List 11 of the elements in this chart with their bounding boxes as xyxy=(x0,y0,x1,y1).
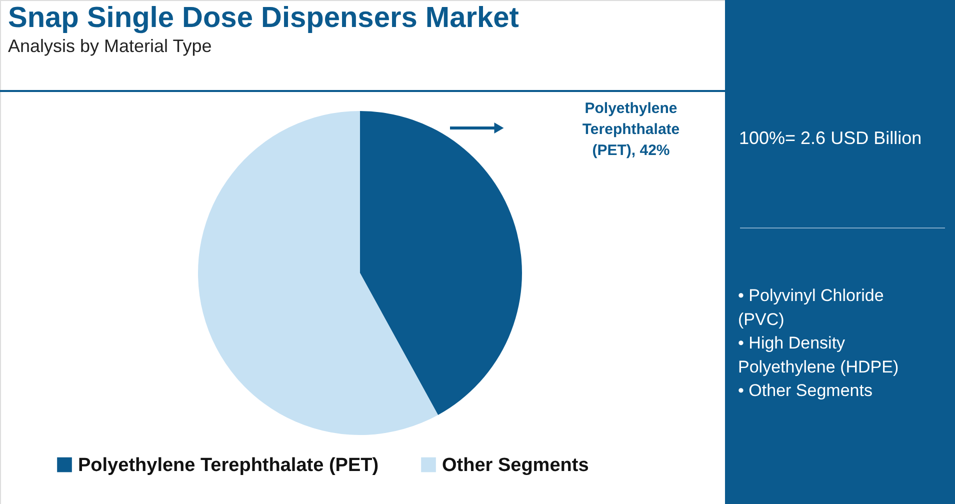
text: Polyethylene Terephthalate (PET), 42% xyxy=(582,100,680,159)
legend-label: Other Segments xyxy=(442,454,589,476)
chart-title: Snap Single Dose Dispensers Market xyxy=(8,2,520,34)
pie-slice xyxy=(198,111,438,435)
legend-label: Polyethylene Terephthalate (PET) xyxy=(78,454,379,476)
text: • High Density Polyethylene (HDPE) xyxy=(738,334,899,376)
text: 100%= 2.6 USD Billion xyxy=(739,128,922,148)
text: • Polyvinyl Chloride (PVC) xyxy=(738,286,884,329)
pie-slice xyxy=(360,111,522,415)
text: • Other Segments xyxy=(738,381,872,400)
chart-subtitle: Analysis by Material Type xyxy=(8,36,212,56)
